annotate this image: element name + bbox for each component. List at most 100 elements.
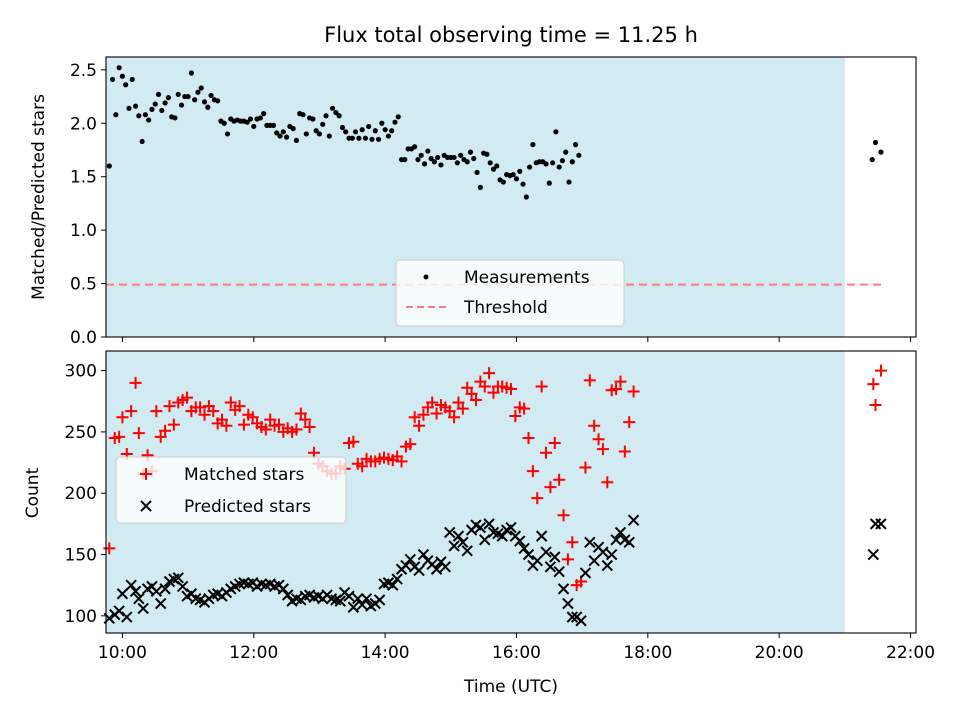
bottom-xtick-label: 20:00 [755,643,804,663]
measurement-point [303,131,309,137]
predicted-star-point [373,594,386,606]
predicted-star-point [575,615,587,627]
predicted-star-point [614,526,627,539]
matched-star-point [408,411,421,424]
matched-star-point [129,376,142,389]
measurement-point [316,131,323,137]
matched-star-point [465,387,478,400]
top-ytick-label: 2.0 [70,114,97,134]
matched-star-point [272,418,285,431]
bottom-ytick-label: 300 [65,362,97,382]
predicted-star-point [627,514,640,526]
predicted-star-point [544,561,557,573]
measurement-point [142,112,149,118]
top-ytick-label: 1.0 [70,221,97,241]
predicted-star-point [417,548,430,561]
matched-star-point [566,536,579,549]
measurement-point [339,124,346,131]
measurement-point [178,102,185,108]
top-ytick-label: 0.5 [70,275,97,295]
top-ytick-label: 1.5 [70,168,97,188]
measurement-point [201,99,208,105]
measurement-point [119,73,126,79]
measurement-point [563,149,569,155]
measurement-point [418,152,424,158]
predicted-star-point [597,546,609,558]
measurement-point [451,154,457,161]
measurement-point [438,162,444,168]
measurement-point [500,179,506,185]
predicted-star-point [610,534,622,546]
measurement-point [165,95,171,101]
predicted-star-point [549,551,561,563]
measurement-point [362,135,369,141]
measurement-point [372,128,378,134]
bottom-ytick-label: 150 [65,546,97,566]
measurement-point [159,107,165,114]
predicted-star-point [457,536,469,548]
predicted-star-point [518,542,530,555]
matched-star-point [579,461,592,474]
matched-star-point [561,553,574,566]
measurement-point [389,128,395,134]
measurement-point [132,103,139,109]
matched-star-point [237,418,250,431]
measurement-point [464,159,470,165]
matched-star-point [259,423,272,436]
predicted-star-point [172,572,184,584]
matched-star-point [413,419,426,432]
measurement-point [129,76,135,83]
matched-star-point [198,408,211,421]
measurement-point [517,168,523,174]
measurement-point [369,136,375,142]
predicted-star-point [505,521,517,534]
matched-star-point [167,418,180,431]
matched-star-point [417,408,430,421]
predicted-star-point [133,592,145,605]
matched-star-point [443,405,456,418]
matched-star-point [347,435,360,448]
matched-star-point [220,419,233,432]
bottom-xtick-label: 12:00 [229,643,278,663]
predicted-star-point [404,553,417,566]
measurement-point [872,139,879,146]
predicted-star-point [483,518,495,530]
measurement-point [175,91,181,98]
predicted-star-point [588,554,600,567]
matched-star-point [194,401,207,414]
measurement-point [284,134,290,140]
matched-star-point [623,416,636,429]
measurement-point [454,160,460,166]
predicted-star-point [579,567,592,579]
predicted-star-point [514,535,526,547]
top-legend: Measurements Threshold [395,259,625,327]
matched-star-point [867,378,880,391]
top-legend-box [395,259,625,327]
measurement-point [208,92,214,99]
measurement-point [395,114,401,120]
matched-star-point [216,413,229,426]
bottom-ytick-label: 100 [65,607,97,627]
measurement-point [549,160,556,166]
bottom-xtick-label: 10:00 [98,643,147,663]
measurement-point [553,129,559,135]
predicted-star-point [867,548,880,561]
matched-star-point [518,402,531,415]
measurement-point [300,112,306,118]
predicted-star-point [452,530,465,542]
legend-marker-measurements [423,274,429,280]
measurement-point [382,127,388,133]
measurement-point [878,149,884,155]
matched-star-point [233,400,246,413]
predicted-star-point [391,573,403,585]
measurement-point [569,159,575,165]
measurement-point [425,148,431,154]
measurement-point [572,142,579,148]
measurement-point [494,163,500,169]
matched-star-point [627,385,640,398]
measurement-point [261,111,267,117]
measurement-point [185,93,191,100]
legend-label-matched: Matched stars [184,465,304,485]
top-ytick-label: 2.5 [70,61,97,81]
matched-star-point [299,413,312,426]
